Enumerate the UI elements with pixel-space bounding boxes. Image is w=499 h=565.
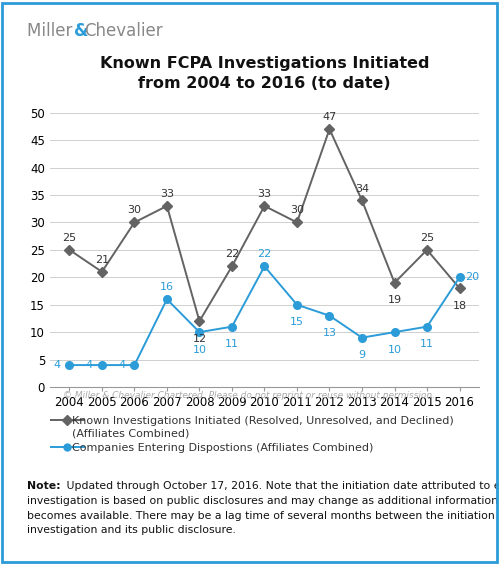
Text: Note:: Note: (27, 481, 61, 492)
Text: 4: 4 (86, 360, 93, 370)
Text: 10: 10 (388, 345, 402, 355)
Text: 19: 19 (387, 295, 402, 305)
Text: &: & (74, 22, 88, 40)
Text: 20: 20 (465, 272, 479, 282)
Text: 33: 33 (257, 189, 271, 199)
Text: 34: 34 (355, 184, 369, 194)
Text: 4: 4 (118, 360, 125, 370)
Text: Known Investigations Initiated (Resolved, Unresolved, and Declined): Known Investigations Initiated (Resolved… (72, 416, 454, 426)
Text: 9: 9 (358, 350, 366, 360)
Text: 11: 11 (225, 339, 239, 349)
Text: 22: 22 (225, 249, 239, 259)
Text: becomes available. There may be a lag time of several months between the initiat: becomes available. There may be a lag ti… (27, 511, 499, 521)
Title: Known FCPA Investigations Initiated
from 2004 to 2016 (to date): Known FCPA Investigations Initiated from… (100, 56, 429, 91)
Text: Chevalier: Chevalier (84, 22, 163, 40)
Text: Updated through October 17, 2016. Note that the initiation date attributed to ea: Updated through October 17, 2016. Note t… (63, 481, 499, 492)
Text: 22: 22 (257, 249, 271, 259)
Text: 18: 18 (453, 301, 467, 311)
Text: 11: 11 (420, 339, 434, 349)
Text: 13: 13 (322, 328, 336, 338)
Text: 33: 33 (160, 189, 174, 199)
Text: 16: 16 (160, 282, 174, 292)
Text: 25: 25 (62, 233, 76, 243)
Text: 4: 4 (53, 360, 60, 370)
Text: (Affiliates Combined): (Affiliates Combined) (72, 428, 190, 438)
Text: © Miller & Chevalier Chartered. Please do not reprint or reuse without permissio: © Miller & Chevalier Chartered. Please d… (63, 391, 436, 400)
Text: 25: 25 (420, 233, 434, 243)
Text: Companies Entering Dispostions (Affiliates Combined): Companies Entering Dispostions (Affiliat… (72, 443, 374, 453)
Text: investigation and its public disclosure.: investigation and its public disclosure. (27, 525, 237, 536)
Text: 21: 21 (95, 255, 109, 265)
Text: 47: 47 (322, 112, 337, 122)
Text: 10: 10 (193, 345, 207, 355)
Text: investigation is based on public disclosures and may change as additional inform: investigation is based on public disclos… (27, 496, 499, 506)
Text: 12: 12 (193, 334, 207, 344)
Text: 30: 30 (127, 206, 141, 215)
Text: Miller: Miller (27, 22, 78, 40)
Text: 15: 15 (290, 317, 304, 327)
Text: 30: 30 (290, 206, 304, 215)
